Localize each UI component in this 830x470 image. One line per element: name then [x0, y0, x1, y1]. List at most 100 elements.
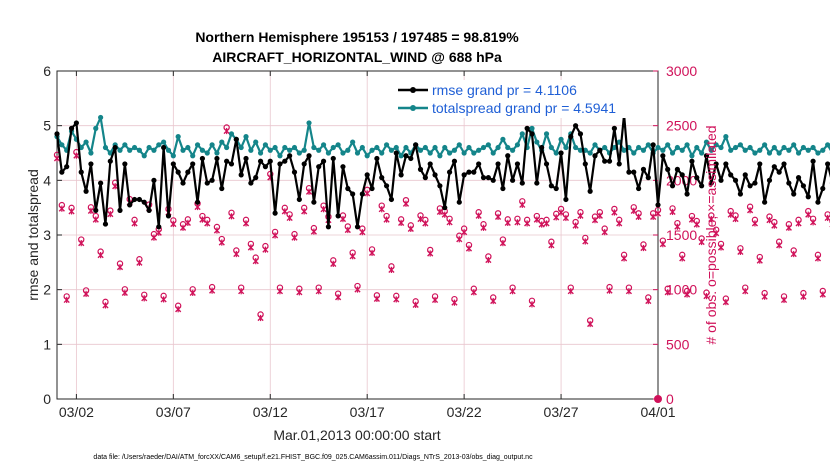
assimilated-obs-point [141, 295, 148, 302]
assimilated-obs-point [422, 220, 429, 227]
rmse-point [78, 169, 84, 175]
totalspread-point [461, 150, 467, 156]
end-marker [654, 395, 662, 403]
totalspread-point [272, 144, 278, 151]
assimilated-obs-point [364, 190, 371, 197]
totalspread-point [301, 147, 307, 153]
totalspread-point [320, 142, 327, 148]
assimilated-obs-point [490, 297, 497, 305]
rmse-point [233, 136, 239, 142]
rmse-point [645, 175, 651, 181]
rmse-point [335, 213, 341, 219]
rmse-point [379, 175, 385, 181]
totalspread-point [403, 144, 409, 151]
totalspread-point [640, 147, 647, 153]
rmse-point [325, 224, 332, 230]
rmse-point [413, 142, 419, 148]
rmse-point [757, 161, 763, 167]
assimilated-obs-point [810, 219, 817, 226]
rmse-point [112, 144, 118, 151]
rmse-point [350, 191, 356, 197]
assimilated-obs-point [199, 216, 206, 223]
totalspread-point [762, 142, 768, 148]
assimilated-obs-point [286, 214, 293, 222]
assimilated-obs-point [131, 220, 138, 227]
totalspread-point [185, 144, 191, 151]
rmse-point [718, 177, 724, 183]
totalspread-point [136, 147, 142, 153]
assimilated-obs-point [189, 289, 196, 296]
totalspread-point [287, 147, 293, 153]
rmse-point [500, 185, 506, 192]
assimilated-obs-point [557, 209, 565, 216]
legend-spread-marker [410, 105, 416, 111]
assimilated-obs-point [722, 299, 729, 306]
x-axis-label: Mar.01,2013 00:00:00 start [273, 427, 440, 443]
totalspread-point [306, 120, 312, 126]
rmse-point [427, 161, 433, 167]
rmse-point [287, 153, 293, 159]
totalspread-point [815, 150, 821, 156]
totalspread-point [131, 144, 138, 151]
totalspread-point [267, 147, 273, 153]
right-tick-label-6: 3000 [666, 63, 697, 79]
totalspread-point [611, 144, 617, 151]
rmse-point [602, 158, 608, 164]
assimilated-obs-point [378, 206, 385, 213]
rmse-point [800, 183, 807, 189]
rmse-point [485, 175, 491, 181]
assimilated-obs-point [509, 288, 516, 295]
rmse-point [253, 175, 259, 181]
assimilated-obs-point [732, 215, 739, 223]
rmse-point [393, 150, 399, 156]
assimilated-obs-point [417, 215, 424, 223]
rmse-point [703, 153, 710, 159]
assimilated-obs-point [373, 295, 380, 302]
assimilated-obs-point [587, 320, 594, 328]
rmse-point [752, 180, 758, 186]
totalspread-point [204, 150, 210, 156]
assimilated-obs-point [204, 220, 211, 227]
assimilated-obs-point [708, 215, 715, 223]
totalspread-point [781, 144, 787, 151]
rmse-point [185, 169, 191, 175]
totalspread-point [199, 147, 206, 153]
totalspread-point [277, 153, 283, 159]
rmse-point [795, 175, 802, 181]
rmse-point [476, 161, 482, 167]
totalspread-point [737, 142, 743, 148]
rmse-point [587, 188, 593, 194]
assimilated-obs-point [548, 242, 555, 249]
rmse-point [383, 183, 390, 189]
totalspread-point [500, 136, 506, 142]
totalspread-point [209, 142, 215, 148]
assimilated-obs-point [499, 240, 506, 247]
totalspread-point [253, 139, 259, 145]
x-tick-label-3: 03/17 [350, 404, 385, 420]
rmse-point [161, 144, 167, 151]
rmse-point [660, 153, 666, 159]
assimilated-obs-point [606, 287, 613, 294]
legend: rmse grand pr = 4.1106 totalspread grand… [396, 80, 646, 118]
assimilated-obs-point [349, 253, 356, 260]
assimilated-obs-point [737, 248, 744, 255]
rmse-point [194, 199, 201, 205]
assimilated-obs-point [170, 220, 177, 228]
assimilated-obs-point [339, 215, 347, 223]
totalspread-point [442, 144, 448, 151]
totalspread-point [165, 147, 172, 153]
rmse-point [306, 153, 312, 159]
assimilated-obs-point [242, 220, 250, 227]
totalspread-point [631, 150, 637, 156]
rmse-point [257, 158, 264, 164]
assimilated-obs-point [301, 208, 308, 215]
assimilated-obs-point [238, 288, 245, 295]
rmse-point [723, 161, 729, 167]
assimilated-obs-point [683, 291, 691, 298]
rmse-point [825, 161, 830, 167]
totalspread-point [553, 150, 559, 156]
rmse-point [141, 199, 147, 205]
assimilated-obs-point [175, 306, 182, 313]
rmse-point [534, 180, 540, 186]
totalspread-point [122, 142, 128, 148]
